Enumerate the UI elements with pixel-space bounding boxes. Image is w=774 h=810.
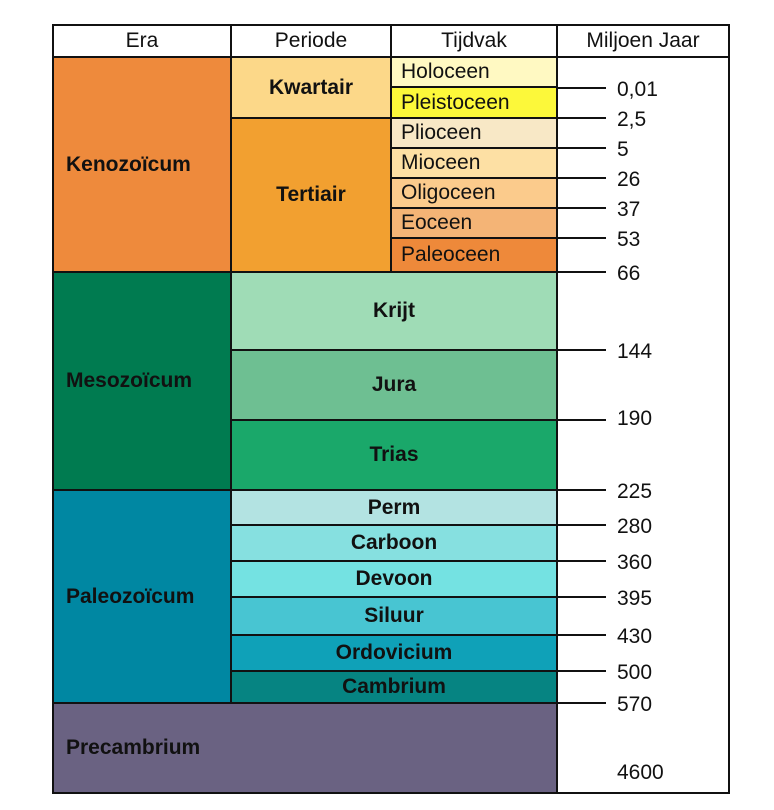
tick-280 bbox=[556, 524, 606, 526]
period-trias: Trias bbox=[230, 419, 558, 491]
era-precambrium: Precambrium bbox=[52, 702, 558, 794]
tick-225 bbox=[556, 489, 606, 491]
header-epoch: Tijdvak bbox=[390, 24, 558, 58]
period-siluur: Siluur bbox=[230, 596, 558, 636]
age-label: 225 bbox=[617, 480, 653, 503]
tick-2-5 bbox=[556, 117, 606, 119]
age-label: 190 bbox=[617, 407, 653, 430]
era-paleozoicum: Paleozoïcum bbox=[52, 489, 232, 704]
age-label: 0,01 bbox=[617, 78, 658, 101]
period-krijt: Krijt bbox=[230, 271, 558, 351]
age-label: 430 bbox=[617, 625, 653, 648]
age-label: 53 bbox=[617, 228, 641, 251]
header-era: Era bbox=[52, 24, 232, 58]
period-cambrium: Cambrium bbox=[230, 670, 558, 704]
period-jura: Jura bbox=[230, 349, 558, 421]
age-label: 4600 bbox=[617, 761, 664, 784]
epoch-plioceen: Plioceen bbox=[390, 117, 558, 149]
epoch-paleoceen: Paleoceen bbox=[390, 237, 558, 273]
tick-37 bbox=[556, 207, 606, 209]
age-label: 500 bbox=[617, 661, 653, 684]
period-perm: Perm bbox=[230, 489, 558, 526]
epoch-pleistoceen: Pleistoceen bbox=[390, 86, 558, 119]
era-kenozoicum: Kenozoïcum bbox=[52, 56, 232, 273]
tick-53 bbox=[556, 237, 606, 239]
age-label: 26 bbox=[617, 168, 641, 191]
age-label: 360 bbox=[617, 551, 653, 574]
epoch-mioceen: Mioceen bbox=[390, 147, 558, 179]
age-label: 570 bbox=[617, 693, 653, 716]
tick-144 bbox=[556, 349, 606, 351]
tick-395 bbox=[556, 596, 606, 598]
tick-570 bbox=[556, 702, 606, 704]
age-label: 280 bbox=[617, 515, 653, 538]
period-tertiair: Tertiair bbox=[230, 117, 392, 273]
header-age: Miljoen Jaar bbox=[556, 24, 730, 58]
period-kwartair: Kwartair bbox=[230, 56, 392, 119]
period-ordovicium: Ordovicium bbox=[230, 634, 558, 672]
period-carboon: Carboon bbox=[230, 524, 558, 562]
tick-5 bbox=[556, 147, 606, 149]
period-devoon: Devoon bbox=[230, 560, 558, 598]
tick-190 bbox=[556, 419, 606, 421]
age-label: 66 bbox=[617, 262, 641, 285]
era-mesozoicum: Mesozoïcum bbox=[52, 271, 232, 491]
tick-26 bbox=[556, 177, 606, 179]
epoch-holoceen: Holoceen bbox=[390, 56, 558, 88]
age-label: 144 bbox=[617, 340, 653, 363]
age-column bbox=[556, 56, 730, 794]
tick-0-01 bbox=[556, 87, 606, 89]
epoch-eoceen: Eoceen bbox=[390, 207, 558, 239]
epoch-oligoceen: Oligoceen bbox=[390, 177, 558, 209]
tick-500 bbox=[556, 670, 606, 672]
tick-360 bbox=[556, 560, 606, 562]
age-label: 395 bbox=[617, 587, 653, 610]
age-label: 2,5 bbox=[617, 108, 647, 131]
header-period: Periode bbox=[230, 24, 392, 58]
tick-66 bbox=[556, 271, 606, 273]
age-label: 37 bbox=[617, 198, 641, 221]
tick-430 bbox=[556, 634, 606, 636]
age-label: 5 bbox=[617, 138, 629, 161]
